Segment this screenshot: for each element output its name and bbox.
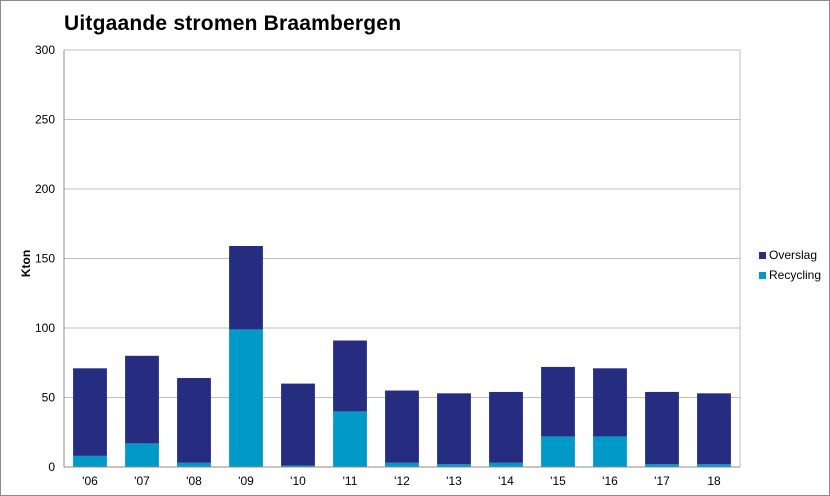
bar-overslag-2 bbox=[177, 378, 211, 463]
x-tick-label: '16 bbox=[602, 474, 618, 488]
x-tick-label: '09 bbox=[238, 474, 254, 488]
y-axis-label: Kton bbox=[19, 250, 33, 277]
x-tick-label: '07 bbox=[134, 474, 150, 488]
bar-recycling-5 bbox=[333, 411, 367, 467]
x-tick-label: 18 bbox=[707, 474, 721, 488]
legend-swatch-overslag bbox=[759, 252, 766, 259]
y-tick-label: 150 bbox=[35, 252, 55, 266]
axes bbox=[63, 50, 741, 468]
bar-recycling-11 bbox=[645, 464, 679, 467]
bar-recycling-0 bbox=[73, 455, 107, 467]
bar-overslag-9 bbox=[541, 366, 575, 437]
legend-label-recycling: Recycling bbox=[769, 268, 821, 282]
x-tick-labels: '06 '07 '08 '09 '10 '11 '12 '13 '14 '15 '16 '17 18 bbox=[82, 474, 721, 488]
bar-overslag-1 bbox=[125, 355, 159, 444]
bar-overslag-12 bbox=[697, 393, 731, 465]
bars bbox=[73, 245, 731, 467]
legend-swatch-recycling bbox=[759, 272, 766, 279]
x-tick-label: '12 bbox=[394, 474, 410, 488]
y-tick-label: 200 bbox=[35, 182, 55, 196]
bar-overslag-3 bbox=[229, 245, 263, 330]
x-tick-label: '11 bbox=[343, 474, 358, 488]
bar-recycling-3 bbox=[229, 329, 263, 467]
bar-recycling-4 bbox=[281, 465, 315, 467]
y-tick-label: 250 bbox=[35, 113, 55, 127]
bar-overslag-0 bbox=[73, 368, 107, 456]
bar-overslag-5 bbox=[333, 340, 367, 412]
y-tick-label: 100 bbox=[35, 321, 55, 335]
y-tick-labels: 0 50 100 150 200 250 300 bbox=[35, 43, 55, 474]
bar-recycling-9 bbox=[541, 436, 575, 467]
bar-overslag-6 bbox=[385, 390, 419, 463]
bar-overslag-10 bbox=[593, 368, 627, 437]
bar-recycling-12 bbox=[697, 464, 731, 467]
x-tick-label: '17 bbox=[654, 474, 670, 488]
bar-recycling-10 bbox=[593, 436, 627, 467]
chart-title: Uitgaande stromen Braambergen bbox=[64, 12, 402, 35]
x-tick-label: '14 bbox=[498, 474, 514, 488]
legend: Overslag Recycling bbox=[759, 248, 821, 282]
bar-recycling-2 bbox=[177, 462, 211, 467]
bar-overslag-4 bbox=[281, 383, 315, 466]
bar-recycling-1 bbox=[125, 443, 159, 467]
y-tick-label: 0 bbox=[48, 460, 55, 474]
y-tick-label: 300 bbox=[35, 43, 55, 57]
y-tick-label: 50 bbox=[42, 391, 56, 405]
x-tick-label: '08 bbox=[186, 474, 202, 488]
x-tick-label: '06 bbox=[82, 474, 98, 488]
bar-recycling-7 bbox=[437, 464, 471, 467]
x-tick-label: '10 bbox=[290, 474, 306, 488]
bar-recycling-6 bbox=[385, 462, 419, 467]
legend-label-overslag: Overslag bbox=[769, 248, 817, 262]
bar-overslag-7 bbox=[437, 393, 471, 465]
bar-overslag-11 bbox=[645, 391, 679, 465]
bar-recycling-8 bbox=[489, 462, 523, 467]
x-tick-label: '13 bbox=[446, 474, 462, 488]
bar-overslag-8 bbox=[489, 391, 523, 463]
x-tick-label: '15 bbox=[550, 474, 566, 488]
